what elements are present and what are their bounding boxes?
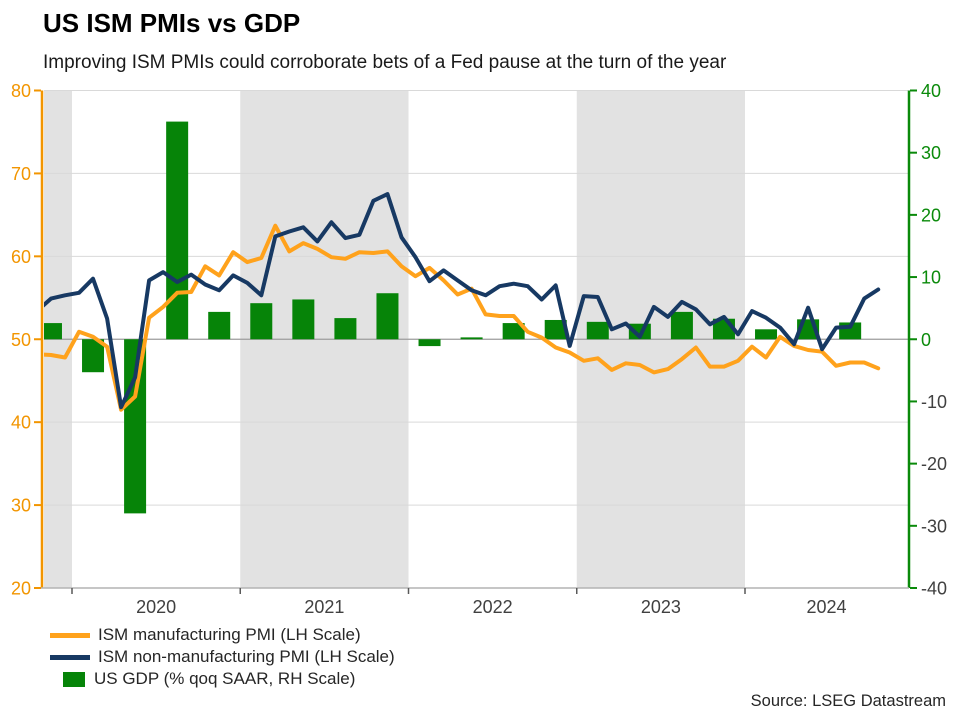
svg-text:10: 10	[921, 268, 941, 288]
svg-text:-40: -40	[921, 579, 947, 599]
svg-text:20: 20	[921, 205, 941, 225]
legend-item-non-manufacturing-pmi: ISM non-manufacturing PMI (LH Scale)	[50, 646, 395, 668]
legend-item-us-gdp: US GDP (% qoq SAAR, RH Scale)	[50, 668, 395, 690]
svg-text:20: 20	[11, 579, 31, 599]
manufacturing-pmi-line-swatch	[50, 632, 90, 638]
manufacturing-pmi-line	[44, 223, 881, 412]
svg-text:40: 40	[11, 413, 31, 433]
svg-text:80: 80	[11, 81, 31, 101]
legend-label: ISM manufacturing PMI (LH Scale)	[98, 625, 361, 644]
source-credit: Source: LSEG Datastream	[750, 692, 946, 710]
chart-subtitle: Improving ISM PMIs could corroborate bet…	[43, 52, 727, 73]
svg-text:-30: -30	[921, 516, 947, 536]
svg-text:60: 60	[11, 247, 31, 267]
pmi-lines	[44, 192, 881, 412]
svg-text:-10: -10	[921, 392, 947, 412]
chart-legend: ISM manufacturing PMI (LH Scale) ISM non…	[50, 624, 395, 690]
svg-text:2020: 2020	[136, 597, 176, 617]
legend-label: ISM non-manufacturing PMI (LH Scale)	[98, 647, 395, 666]
svg-text:40: 40	[921, 81, 941, 101]
page-title: US ISM PMIs vs GDP	[43, 8, 301, 38]
svg-text:30: 30	[921, 143, 941, 163]
svg-text:2021: 2021	[304, 597, 344, 617]
gdp-bars	[44, 121, 862, 514]
non-manufacturing-pmi-line-swatch	[50, 654, 90, 660]
legend-label: US GDP (% qoq SAAR, RH Scale)	[94, 669, 356, 688]
non-manufacturing-pmi-line	[44, 192, 881, 410]
svg-text:70: 70	[11, 164, 31, 184]
us-gdp-bar-swatch	[63, 671, 85, 687]
right-axis: 40 30 20 10 0 -10 -20 -30 -40	[907, 81, 947, 599]
svg-text:2022: 2022	[473, 597, 513, 617]
svg-text:2023: 2023	[641, 597, 681, 617]
svg-text:2024: 2024	[806, 597, 846, 617]
svg-text:30: 30	[11, 496, 31, 516]
svg-text:50: 50	[11, 330, 31, 350]
x-axis: 2020 2021 2022 2023 2024	[41, 587, 909, 617]
svg-text:0: 0	[921, 330, 931, 350]
svg-text:-20: -20	[921, 454, 947, 474]
legend-item-manufacturing-pmi: ISM manufacturing PMI (LH Scale)	[50, 624, 395, 646]
left-axis: 80 70 60 50 40 30 20	[11, 81, 44, 599]
